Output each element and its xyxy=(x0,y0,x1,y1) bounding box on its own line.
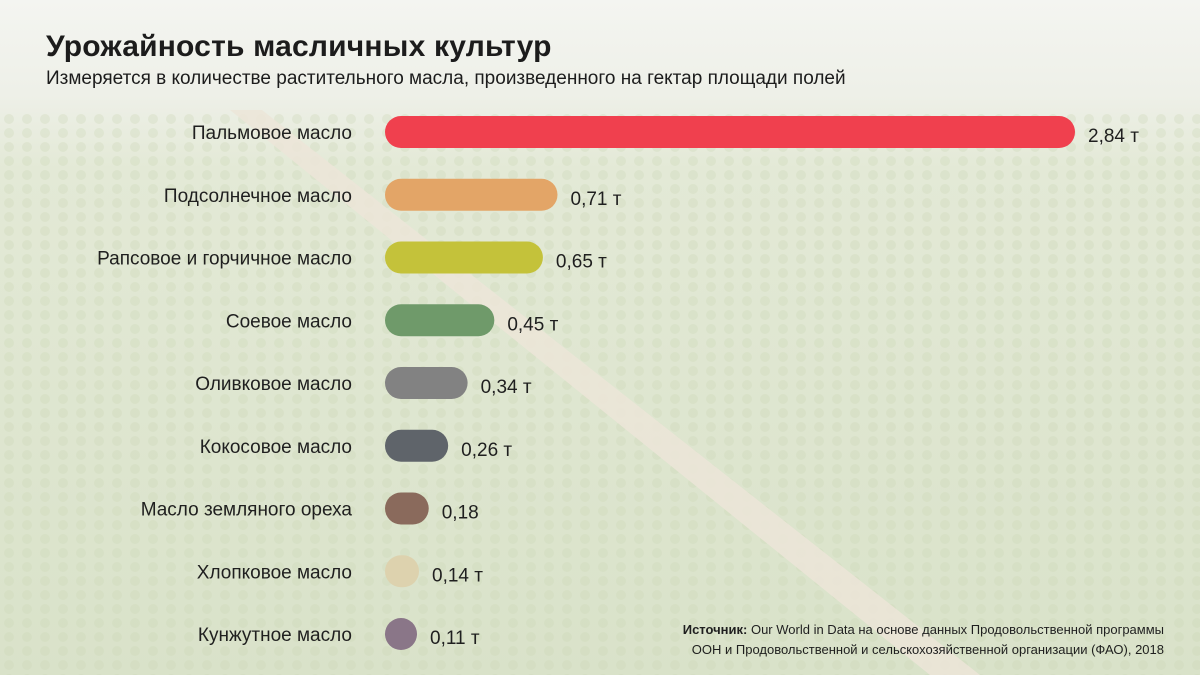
value-label: 0,65 т xyxy=(556,252,607,273)
category-label: Кокосовое масло xyxy=(200,437,352,458)
value-label: 0,34 т xyxy=(481,377,532,398)
category-label: Рапсовое и горчичное масло xyxy=(97,249,352,270)
chart-title: Урожайность масличных культур xyxy=(46,30,552,63)
category-label: Соевое масло xyxy=(226,311,352,332)
bar xyxy=(385,304,495,337)
value-label: 0,18 xyxy=(442,503,479,524)
category-label: Кунжутное масло xyxy=(198,625,352,646)
bar xyxy=(385,367,468,399)
category-label: Масло земляного ореха xyxy=(141,500,353,521)
source-line-1: Our World in Data на основе данных Продо… xyxy=(750,622,1164,637)
value-label: 0,45 т xyxy=(507,314,558,335)
bar xyxy=(385,241,543,274)
bar xyxy=(385,555,420,588)
category-label: Подсолнечное масло xyxy=(164,186,352,207)
bar xyxy=(385,116,1075,148)
value-label: 0,26 т xyxy=(461,440,512,461)
value-label: 0,11 т xyxy=(430,628,480,649)
value-label: 0,71 т xyxy=(571,189,622,210)
bar xyxy=(385,429,449,462)
value-label: 0,14 т xyxy=(432,565,483,586)
source-note: Источник: Our World in Data на основе да… xyxy=(604,620,1164,660)
chart-subtitle: Измеряется в количестве растительного ма… xyxy=(46,68,846,89)
source-line-2: ООН и Продовольственной и сельскохозяйст… xyxy=(691,642,1164,657)
category-label: Оливковое масло xyxy=(195,374,352,395)
category-label: Хлопковое масло xyxy=(197,562,352,583)
category-label: Пальмовое масло xyxy=(192,123,352,144)
bar xyxy=(385,178,558,211)
value-label: 2,84 т xyxy=(1088,126,1139,147)
bar xyxy=(385,492,429,525)
bar xyxy=(385,618,417,650)
source-label: Источник: xyxy=(682,622,748,637)
